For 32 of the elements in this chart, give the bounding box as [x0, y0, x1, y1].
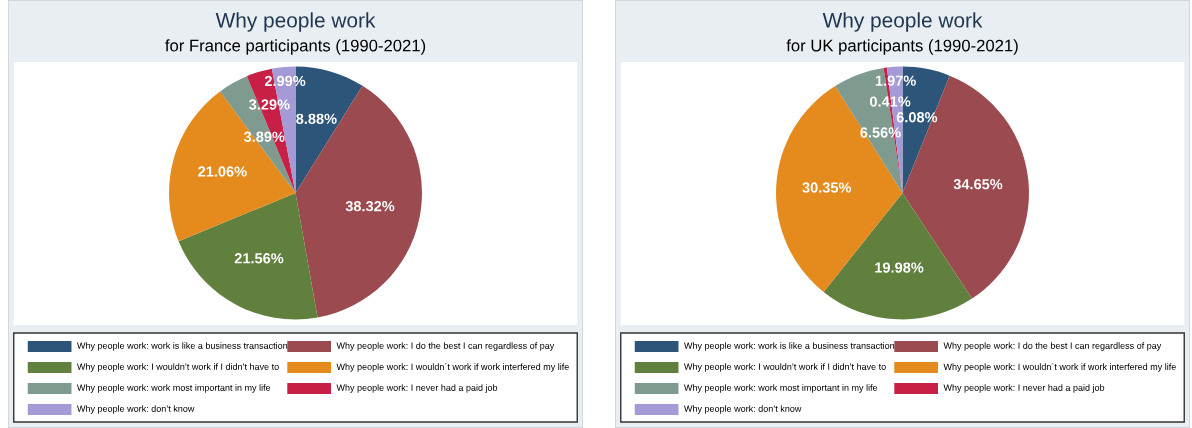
pie-slice	[169, 91, 296, 242]
data-label: 30.35%	[802, 182, 852, 193]
legend-label: Why people work: don’t know	[683, 405, 802, 414]
pie-slice	[823, 193, 973, 320]
legend-label: Why people work: I wouldn’t work if I didn’t have to	[683, 363, 886, 372]
data-label: 21.06%	[198, 166, 247, 177]
data-label: 0.41%	[870, 96, 911, 107]
chart-subtitle: for France participants (1990-2021)	[165, 39, 426, 55]
legend-label: Why people work: I do the best I can regardless of pay	[943, 342, 1162, 351]
legend-label: Why people work: I never had a paid job	[336, 384, 498, 393]
legend-label: Why people work: work most important in my life	[683, 384, 878, 393]
chart-title: Why people work	[215, 12, 376, 32]
legend-label: Why people work: don’t know	[76, 405, 195, 414]
chart-title: Why people work	[822, 12, 983, 32]
data-label: 19.98%	[875, 262, 924, 273]
legend-label: Why people work: work is like a business transaction	[76, 342, 288, 351]
pie-slice	[295, 85, 422, 318]
legend-label: Why people work: I wouldn’t work if I didn’t have to	[76, 363, 279, 372]
pie-slice	[178, 193, 318, 320]
data-label: 1.97%	[875, 75, 916, 86]
data-label: 3.29%	[249, 99, 290, 110]
legend-label: Why people work: I never had a paid job	[943, 384, 1105, 393]
legend-label: Why people work: work most important in my life	[76, 384, 271, 393]
legend-label: Why people work: I wouldn´t work if work interfered my life	[943, 363, 1176, 372]
legend-label: Why people work: I do the best I can regardless of pay	[336, 342, 555, 351]
data-label: 21.56%	[234, 253, 284, 264]
legend-label: Why people work: work is like a business transaction	[683, 342, 895, 351]
data-label: 34.65%	[953, 179, 1003, 190]
legend-label: Why people work: I wouldn´t work if work interfered my life	[336, 363, 569, 372]
data-label: 38.32%	[345, 201, 395, 212]
chart-subtitle: for UK participants (1990-2021)	[786, 39, 1018, 55]
data-label: 8.88%	[296, 113, 337, 124]
